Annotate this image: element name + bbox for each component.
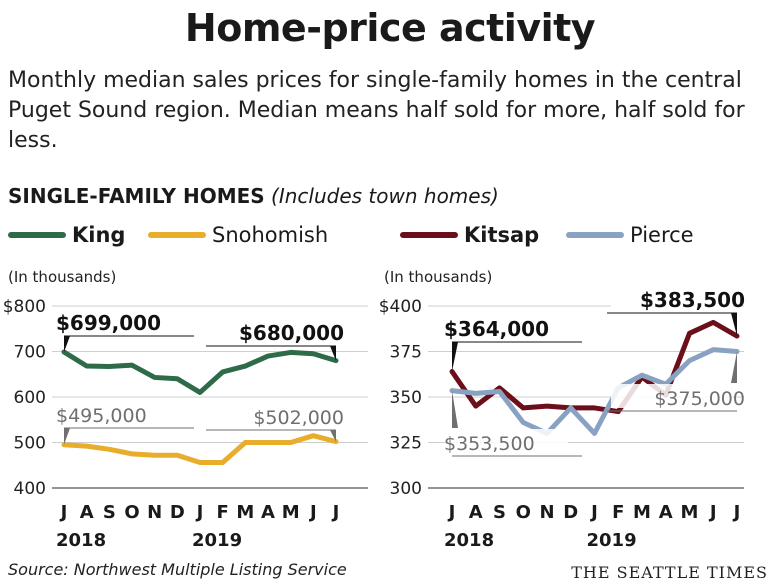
legend-label-king: King [72, 223, 126, 247]
annotation-pointer [452, 342, 458, 372]
unit-label: (In thousands) [384, 268, 492, 286]
annotation-bg [58, 401, 180, 425]
brand-logo: THE SEATTLE TIMES [571, 563, 768, 582]
legend-kitsap: Kitsap [400, 222, 539, 248]
x-tick-label: A [80, 502, 94, 523]
year-label: 2018 [56, 530, 106, 551]
legend-snohomish: Snohomish [148, 222, 328, 248]
x-tick-label: J [195, 502, 204, 523]
legend-swatch-king [8, 232, 66, 238]
annotation-pointer [330, 346, 336, 361]
annotation-bg [58, 309, 180, 333]
legend-king: King [8, 222, 125, 248]
annotation-label: $383,500 [640, 288, 745, 312]
annotation-pointer [330, 430, 336, 442]
x-tick-label: J [589, 502, 598, 523]
x-tick-label: A [469, 502, 483, 523]
legend-pierce: Pierce [566, 222, 694, 248]
legend-swatch-pierce [566, 232, 624, 238]
legend-label-pierce: Pierce [630, 223, 694, 247]
year-label: 2018 [444, 530, 494, 551]
y-tick-label: 375 [390, 343, 422, 363]
annotation-bg [446, 315, 568, 339]
x-tick-label: J [732, 502, 741, 523]
x-tick-label: F [217, 502, 229, 523]
annotation-label: $495,000 [56, 405, 147, 427]
chart-subtitle: Monthly median sales prices for single-f… [8, 68, 745, 153]
source-note: Source: Northwest Multiple Listing Servi… [8, 560, 347, 579]
x-tick-label: J [447, 502, 456, 523]
annotation-pointer [731, 313, 737, 337]
x-tick-label: D [170, 502, 185, 523]
y-tick-label: $400 [379, 297, 422, 317]
legend-swatch-snohomish [148, 232, 206, 238]
x-tick-label: D [563, 502, 578, 523]
chart-title: Home-price activity [184, 6, 596, 50]
year-label: 2019 [587, 530, 637, 551]
x-tick-label: A [261, 502, 275, 523]
annotation-bg [446, 429, 568, 453]
x-tick-label: S [493, 502, 506, 523]
y-tick-label: 500 [14, 434, 46, 454]
y-tick-label: 325 [390, 434, 422, 454]
annotation-label: $364,000 [444, 317, 549, 341]
x-tick-label: N [539, 502, 554, 523]
x-tick-label: M [633, 502, 651, 523]
series-line-snohomish [61, 433, 339, 466]
x-tick-label: J [59, 502, 68, 523]
annotation-pointer [64, 428, 70, 445]
annotation-bg [210, 319, 332, 343]
unit-label: (In thousands) [8, 268, 116, 286]
section-heading: SINGLE-FAMILY HOMES (Includes town homes… [8, 184, 499, 208]
x-tick-label: N [147, 502, 162, 523]
annotation-label: $353,500 [444, 433, 535, 455]
y-tick-label: 600 [14, 388, 46, 408]
x-tick-label: J [308, 502, 317, 523]
legend-swatch-kitsap [400, 232, 458, 238]
annotation-pointer [64, 336, 70, 352]
x-tick-label: J [708, 502, 717, 523]
annotation-pointer [731, 351, 737, 383]
x-tick-label: M [681, 502, 699, 523]
y-tick-label: 350 [390, 388, 422, 408]
series-line-king [61, 349, 339, 395]
x-tick-label: F [612, 502, 624, 523]
y-tick-label: 300 [390, 479, 422, 499]
legend-label-snohomish: Snohomish [212, 223, 329, 247]
annotation-bg [611, 384, 733, 408]
annotation-pointer [452, 390, 458, 428]
y-tick-label: 400 [14, 479, 46, 499]
x-tick-label: O [516, 502, 531, 523]
annotation-label: $699,000 [56, 311, 161, 335]
x-tick-label: S [103, 502, 116, 523]
year-label: 2019 [192, 530, 242, 551]
section-note: (Includes town homes) [271, 184, 499, 208]
annotation-label: $680,000 [239, 321, 344, 345]
section-title: SINGLE-FAMILY HOMES [8, 184, 265, 208]
annotation-bg [611, 286, 733, 310]
y-tick-label: $800 [3, 297, 46, 317]
x-tick-label: M [236, 502, 254, 523]
x-tick-label: O [124, 502, 139, 523]
annotation-bg [210, 403, 332, 427]
y-tick-label: 700 [14, 343, 46, 363]
annotation-label: $375,000 [654, 388, 745, 410]
legend-label-kitsap: Kitsap [464, 223, 540, 247]
x-tick-label: J [331, 502, 340, 523]
x-tick-label: A [659, 502, 673, 523]
x-tick-label: M [282, 502, 300, 523]
annotation-label: $502,000 [253, 407, 344, 429]
